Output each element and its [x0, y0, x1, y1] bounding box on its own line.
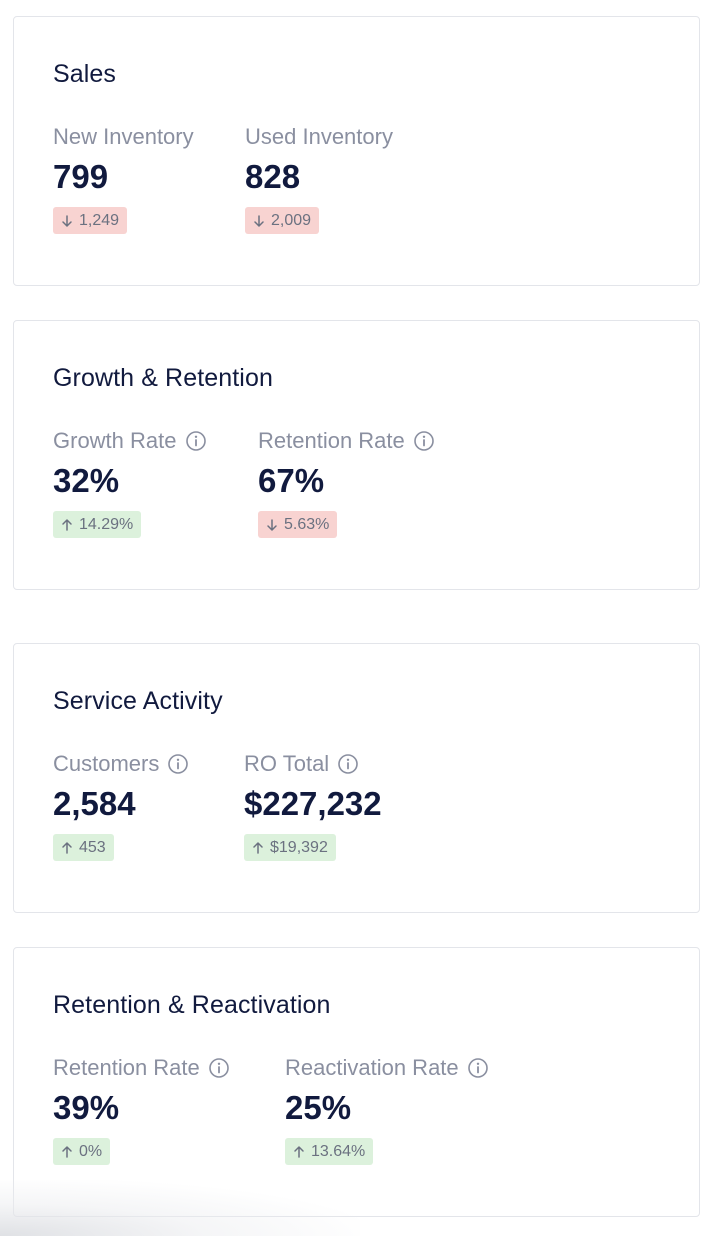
info-circle-icon[interactable]: [208, 1057, 230, 1079]
change-badge: 5.63%: [258, 511, 338, 538]
card-title: Growth & Retention: [53, 364, 273, 392]
change-badge: 0%: [53, 1138, 111, 1165]
metric-label: Used Inventory: [245, 124, 393, 149]
service-activity-card: Service Activity Customers 2,584 453 RO …: [13, 643, 700, 913]
metric-reactivation-rate: Reactivation Rate 25% 13.64%: [285, 1054, 489, 1165]
metric-value: 828: [245, 158, 301, 195]
change-badge: 13.64%: [285, 1138, 374, 1165]
metric-label: Retention Rate: [53, 1055, 200, 1080]
metric-label: Customers: [53, 751, 160, 776]
arrow-up-icon: [60, 1145, 74, 1159]
metric-value: 799: [53, 158, 109, 195]
metric-label: Growth Rate: [53, 428, 177, 453]
metric-label: Reactivation Rate: [285, 1055, 459, 1080]
change-value: $19,392: [270, 838, 328, 856]
card-title: Sales: [53, 60, 117, 88]
retention-reactivation-card: Retention & Reactivation Retention Rate …: [13, 947, 700, 1217]
metric-retention-rate: Retention Rate 67% 5.63%: [258, 427, 435, 538]
metric-label: New Inventory: [53, 124, 194, 149]
metric-customers: Customers 2,584 453: [53, 750, 189, 861]
metric-value: $227,232: [244, 785, 382, 822]
metric-retention-rate: Retention Rate 39% 0%: [53, 1054, 230, 1165]
change-value: 1,249: [79, 211, 120, 229]
info-circle-icon[interactable]: [413, 430, 435, 452]
change-value: 14.29%: [79, 515, 134, 533]
change-badge: 453: [53, 834, 114, 861]
change-badge: $19,392: [244, 834, 336, 861]
info-circle-icon[interactable]: [467, 1057, 489, 1079]
card-title: Retention & Reactivation: [53, 991, 331, 1019]
change-value: 5.63%: [284, 515, 330, 533]
info-circle-icon[interactable]: [337, 753, 359, 775]
metric-label: Retention Rate: [258, 428, 405, 453]
arrow-up-icon: [292, 1145, 306, 1159]
arrow-up-icon: [251, 841, 265, 855]
metric-growth-rate: Growth Rate 32% 14.29%: [53, 427, 207, 538]
change-badge: 1,249: [53, 207, 128, 234]
growth-retention-card: Growth & Retention Growth Rate 32% 14.29…: [13, 320, 700, 590]
sales-card: Sales New Inventory 799 1,249 Used Inven…: [13, 16, 700, 286]
card-title: Service Activity: [53, 687, 223, 715]
metric-value: 39%: [53, 1089, 120, 1126]
change-value: 2,009: [271, 211, 312, 229]
metric-value: 2,584: [53, 785, 136, 822]
change-badge: 14.29%: [53, 511, 142, 538]
arrow-down-icon: [252, 214, 266, 228]
metric-value: 32%: [53, 462, 120, 499]
metric-value: 25%: [285, 1089, 352, 1126]
arrow-down-icon: [265, 518, 279, 532]
metric-new-inventory: New Inventory 799 1,249: [53, 123, 194, 234]
change-badge: 2,009: [245, 207, 320, 234]
info-circle-icon[interactable]: [167, 753, 189, 775]
metric-value: 67%: [258, 462, 325, 499]
change-value: 453: [79, 838, 106, 856]
metric-label: RO Total: [244, 751, 330, 776]
info-circle-icon[interactable]: [185, 430, 207, 452]
arrow-down-icon: [60, 214, 74, 228]
metric-used-inventory: Used Inventory 828 2,009: [245, 123, 393, 234]
change-value: 0%: [79, 1142, 103, 1160]
arrow-up-icon: [60, 518, 74, 532]
change-value: 13.64%: [311, 1142, 366, 1160]
arrow-up-icon: [60, 841, 74, 855]
metric-ro-total: RO Total $227,232 $19,392: [244, 750, 382, 861]
